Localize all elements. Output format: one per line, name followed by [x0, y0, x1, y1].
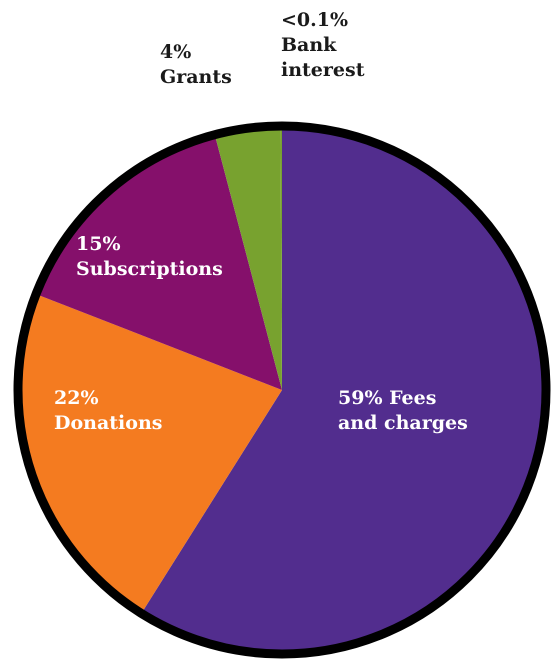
- pie-slice-3: [214, 126, 282, 391]
- pie-outline: [13, 121, 551, 659]
- slice-name-interest: interest: [281, 59, 365, 81]
- pie-slice-2: [36, 134, 282, 390]
- slice-label-donations: 22% Donations: [54, 386, 162, 436]
- slice-label-grants: 4% Grants: [160, 40, 232, 90]
- pie-slice-0: [141, 126, 547, 654]
- pie-slice-4: [280, 126, 282, 390]
- slice-label-fees-and-charges: 59% Fees and charges: [338, 386, 468, 436]
- slice-name-fees: and charges: [338, 412, 468, 434]
- slice-name-bank: Bank: [281, 34, 337, 56]
- slice-pct-grants: 4%: [160, 41, 192, 63]
- slice-pct-bank-interest: <0.1%: [281, 9, 349, 31]
- slice-name-grants: Grants: [160, 66, 232, 88]
- slice-name-subscriptions: Subscriptions: [76, 258, 223, 280]
- slice-label-bank-interest: <0.1% Bank interest: [281, 8, 364, 83]
- slice-label-subscriptions: 15% Subscriptions: [76, 232, 223, 282]
- pie-slice-1: [17, 294, 282, 614]
- slice-pct-subscriptions: 15%: [76, 233, 121, 255]
- slice-name-donations: Donations: [54, 412, 163, 434]
- slice-pct-donations: 22%: [54, 387, 99, 409]
- slice-pct-fees: 59% Fees: [338, 387, 437, 409]
